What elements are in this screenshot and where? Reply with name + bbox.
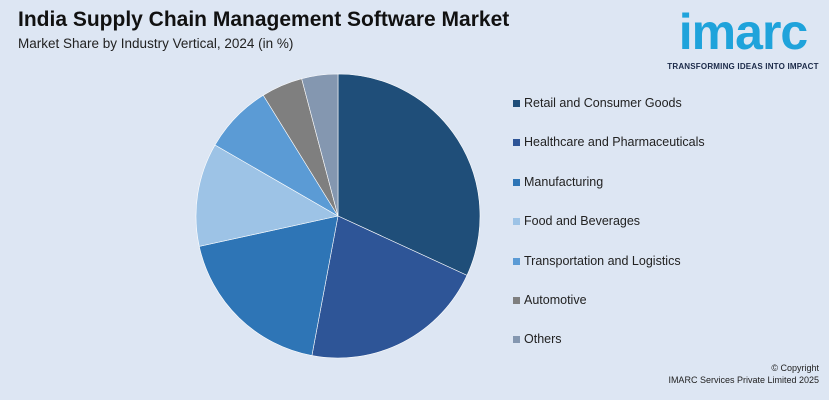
copyright-line-1: © Copyright — [771, 363, 819, 373]
legend-label: Transportation and Logistics — [524, 253, 681, 268]
legend-swatch — [513, 296, 520, 304]
legend-label: Automotive — [524, 292, 587, 307]
legend-label: Healthcare and Pharmaceuticals — [524, 135, 705, 150]
legend-item: Healthcare and Pharmaceuticals — [513, 135, 723, 174]
legend-label: Food and Beverages — [524, 214, 641, 229]
imarc-logo: imarc TRANSFORMING IDEAS INTO IMPACT — [664, 4, 822, 76]
pie-slice-manufacturing — [198, 215, 339, 356]
legend-item: Automotive — [513, 293, 723, 332]
legend-item: Transportation and Logistics — [513, 254, 723, 293]
copyright-line-2: IMARC Services Private Limited 2025 — [668, 375, 819, 385]
legend-item: Manufacturing — [513, 175, 723, 214]
pie-slice-food-and-beverages — [195, 144, 339, 247]
legend-label: Retail and Consumer Goods — [524, 96, 682, 110]
legend-swatch — [513, 257, 520, 265]
chart-subtitle: Market Share by Industry Vertical, 2024 … — [18, 36, 294, 51]
legend-label: Manufacturing — [524, 174, 604, 189]
chart-title: India Supply Chain Management Software M… — [18, 8, 510, 31]
legend-label: Others — [524, 332, 562, 347]
legend-swatch — [513, 139, 520, 147]
legend-swatch — [513, 100, 520, 107]
pie-slice-others — [301, 73, 339, 217]
legend-item: Retail and Consumer Goods — [513, 96, 723, 135]
logo-wordmark: imarc — [678, 4, 808, 60]
copyright-notice: © Copyright IMARC Services Private Limit… — [668, 362, 819, 386]
pie-slice-retail-and-consumer-goods — [337, 73, 481, 276]
chart-legend: Retail and Consumer Goods Healthcare and … — [513, 96, 723, 372]
logo-tagline: TRANSFORMING IDEAS INTO IMPACT — [667, 62, 819, 71]
legend-item: Others — [513, 332, 723, 371]
legend-item: Food and Beverages — [513, 214, 723, 253]
legend-swatch — [513, 336, 520, 344]
pie-slice-healthcare-and-pharmaceuticals — [311, 215, 468, 359]
legend-swatch — [513, 218, 520, 226]
legend-swatch — [513, 178, 520, 186]
